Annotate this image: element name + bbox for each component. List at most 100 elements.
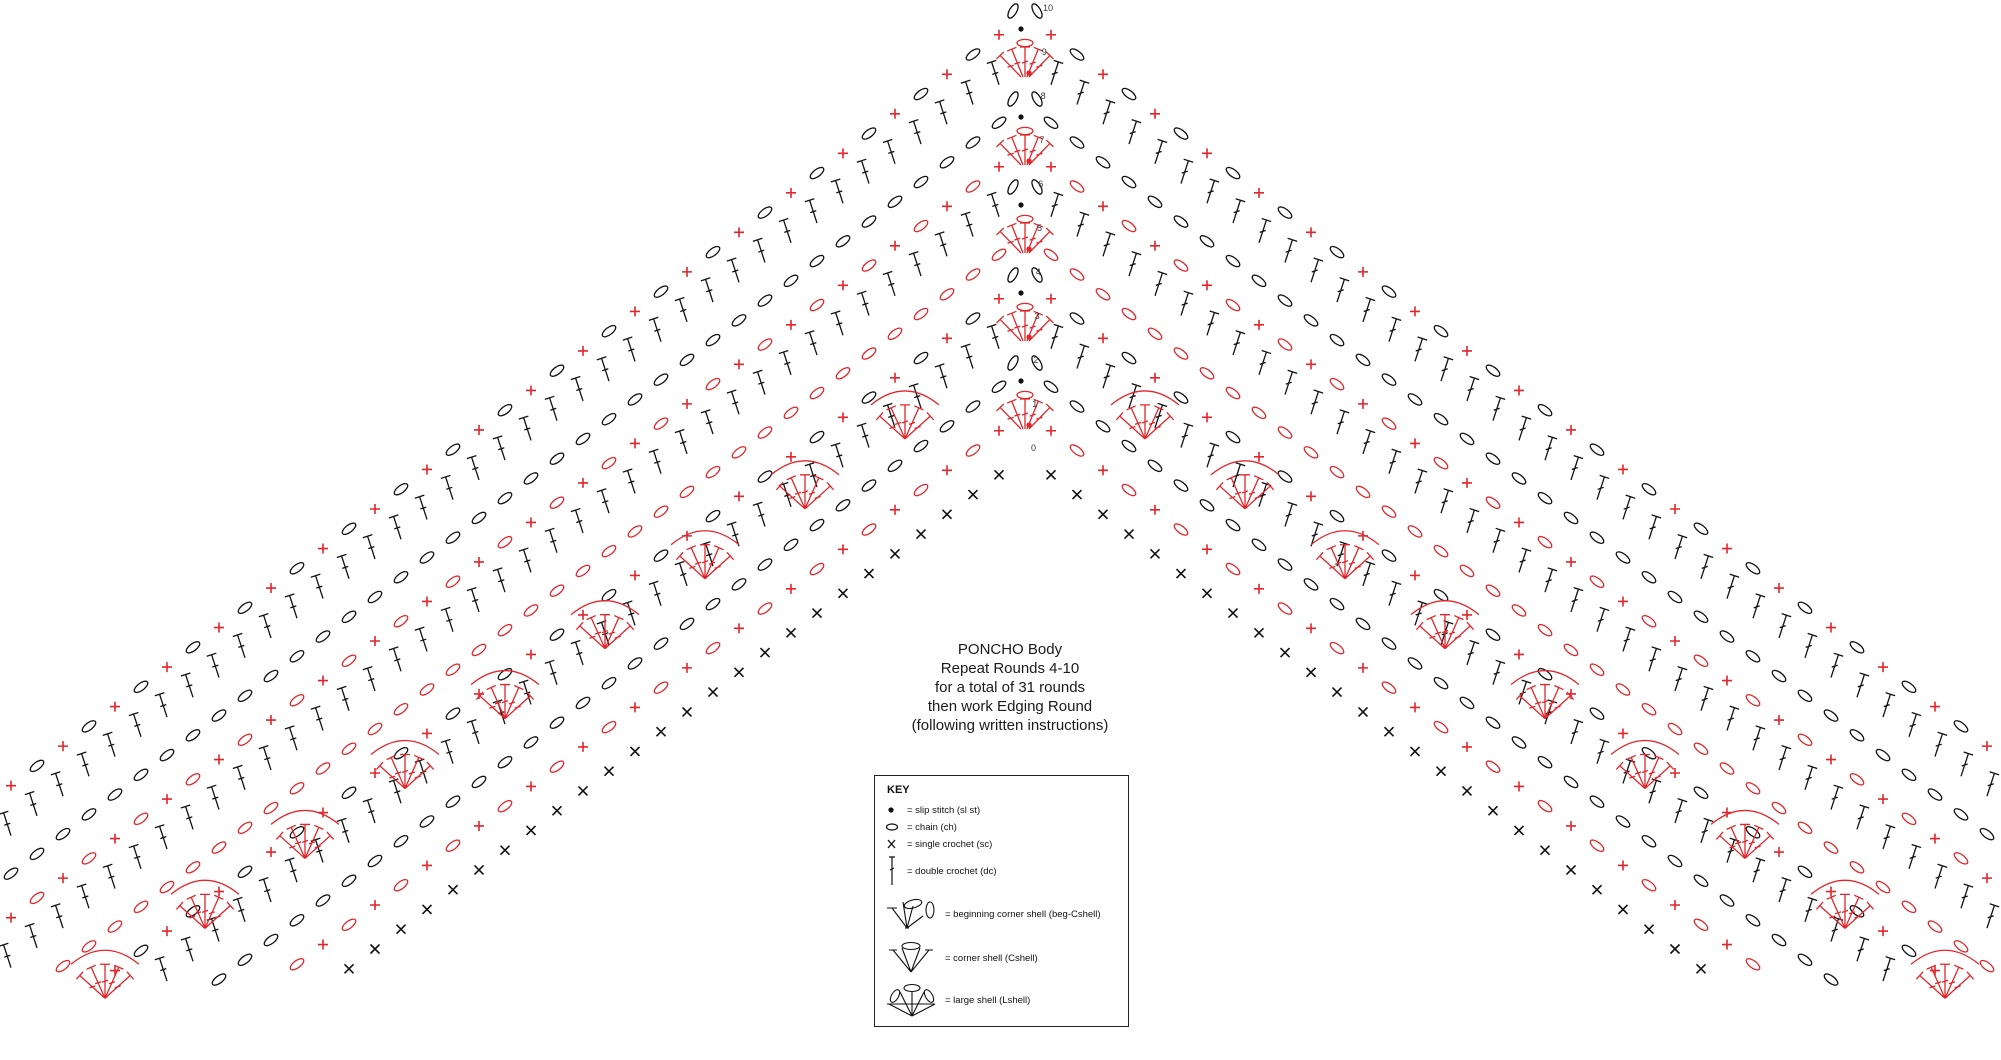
chain-stitch (471, 511, 487, 525)
chain-stitch (1225, 430, 1241, 444)
double-crochet-stitch (1102, 363, 1116, 389)
chain-stitch (497, 623, 513, 637)
shell-arc (1210, 460, 1280, 476)
double-crochet-stitch (284, 725, 298, 751)
chain-stitch (289, 914, 305, 927)
chain-stitch (705, 597, 721, 611)
double-crochet-stitch (1644, 754, 1664, 789)
chain-stitch (1121, 87, 1137, 101)
single-crochet-stitch (629, 746, 641, 757)
chain-stitch (809, 254, 825, 268)
chain-stitch (601, 544, 617, 558)
double-crochet-stitch (604, 621, 635, 650)
double-crochet-stitch (778, 217, 792, 244)
double-crochet-stitch (1006, 46, 1024, 78)
chain-stitch (1031, 91, 1043, 107)
chain-stitch (419, 683, 435, 696)
chain-stitch (991, 116, 1007, 130)
chain-stitch (1043, 380, 1059, 394)
round-number-label: 10 (1043, 3, 1053, 13)
double-crochet-stitch (1440, 488, 1454, 514)
shell-arc (470, 669, 540, 686)
chain-stitch (445, 839, 461, 852)
chain-stitch (1953, 720, 1969, 733)
chain-stitch (1173, 127, 1189, 140)
chain-stitch (1901, 900, 1917, 914)
chain-stitch (1199, 235, 1215, 248)
double-crochet-stitch (1310, 257, 1324, 283)
double-crochet-stitch (414, 494, 428, 520)
chain-stitch (1007, 91, 1019, 107)
double-crochet-stitch (1076, 79, 1090, 105)
chain-stitch (1031, 3, 1043, 19)
double-crochet-stitch (704, 551, 735, 580)
double-crochet-stitch (1344, 545, 1364, 580)
chain-stitch (107, 788, 123, 801)
double-crochet-stitch (1006, 310, 1024, 342)
single-crochet-stitch (1150, 240, 1160, 251)
single-crochet-stitch (577, 785, 589, 796)
single-crochet-stitch (1097, 509, 1109, 520)
double-crochet-stitch (648, 580, 662, 606)
chain-stitch (731, 314, 747, 327)
chain-stitch (1823, 709, 1839, 722)
double-crochet-stitch (388, 778, 402, 804)
title-line: PONCHO Body (957, 641, 1063, 658)
chain-stitch (1537, 799, 1553, 813)
double-crochet-stitch (1180, 290, 1194, 316)
double-crochet-stitch (440, 606, 454, 632)
double-crochet-stitch (1622, 626, 1636, 652)
corner-shell-icon (889, 941, 933, 973)
double-crochet-stitch (286, 824, 306, 859)
double-crochet-stitch (1778, 877, 1792, 903)
chain-stitch (1277, 602, 1293, 615)
single-crochet-stitch (1150, 108, 1160, 119)
single-crochet-stitch (1930, 833, 1940, 844)
double-crochet-stitch (75, 971, 106, 999)
double-crochet-stitch (1648, 514, 1662, 540)
double-crochet-stitch (1844, 901, 1875, 929)
double-crochet-stitch (1778, 613, 1792, 639)
single-crochet-stitch (1670, 504, 1680, 514)
double-crochet-stitch (1700, 817, 1714, 843)
single-crochet-stitch (1383, 726, 1395, 737)
double-crochet-stitch (875, 412, 906, 440)
single-crochet-stitch (1774, 715, 1784, 726)
chain-stitch (939, 420, 955, 433)
chain-stitch (1031, 267, 1043, 283)
double-crochet-stitch (500, 683, 510, 719)
double-crochet-stitch (726, 257, 740, 283)
double-crochet-stitch (1154, 270, 1168, 297)
shell-arc (870, 390, 940, 406)
slip-stitch-dot (1026, 246, 1032, 252)
single-crochet-stitch (1150, 372, 1160, 383)
chain-stitch (237, 865, 253, 879)
chain-stitch (1225, 518, 1241, 532)
double-crochet-stitch (1414, 600, 1428, 626)
chain-stitch (1147, 327, 1163, 341)
key-row-single-crochet: = single crochet (sc) (883, 838, 992, 850)
double-crochet-stitch (1515, 691, 1546, 720)
chain-stitch (1199, 367, 1215, 380)
chain-stitch (1745, 782, 1761, 795)
round-number-label: 2 (1033, 355, 1038, 365)
single-crochet-stitch (941, 509, 953, 520)
chain-stitch (1433, 412, 1449, 426)
chain-stitch (1719, 762, 1735, 775)
single-crochet-stitch (578, 609, 588, 620)
chain-stitch (549, 364, 565, 377)
chain-stitch (185, 861, 201, 874)
single-crochet-stitch (1098, 69, 1108, 80)
double-crochet-stitch (1215, 481, 1246, 510)
single-crochet-stitch (369, 943, 381, 955)
chain-stitch (237, 821, 253, 835)
single-crochet-stitch (1695, 963, 1707, 974)
single-crochet-stitch (370, 504, 380, 514)
double-crochet-stitch (900, 404, 910, 439)
double-crochet-stitch (856, 422, 870, 448)
single-crochet-stitch (214, 886, 224, 897)
chain-stitch (1069, 268, 1085, 281)
double-crochet-stitch (1240, 474, 1250, 509)
chain-stitch (315, 894, 331, 907)
single-crochet-stitch (1150, 504, 1160, 515)
